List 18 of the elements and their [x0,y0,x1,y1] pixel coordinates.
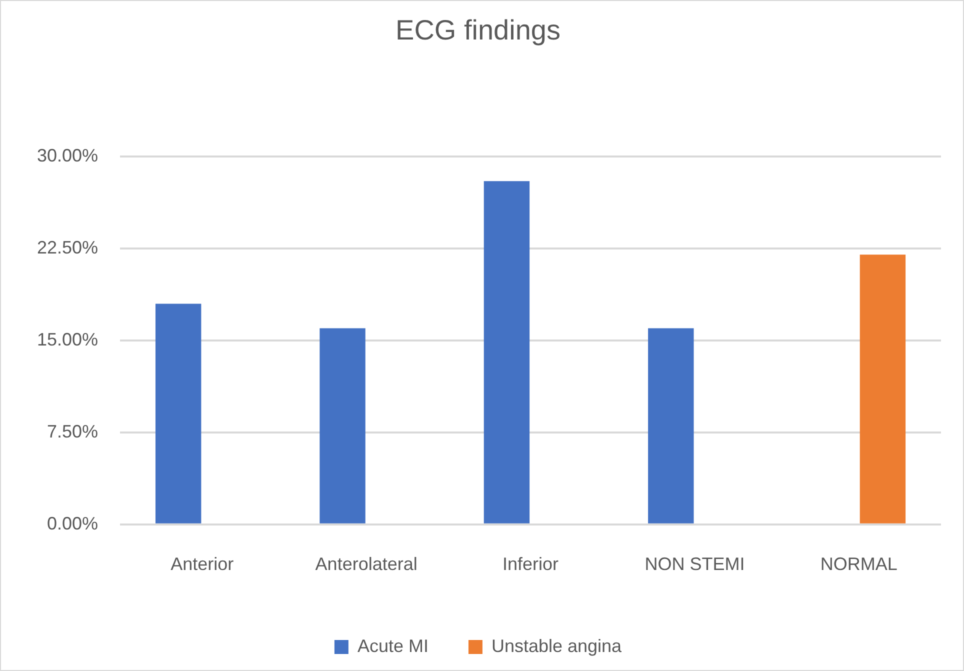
legend-label: Unstable angina [491,636,623,656]
x-tick-label: NORMAL [820,554,898,574]
bar [484,181,530,524]
x-tick-label: Inferior [502,554,559,574]
bar [860,254,906,524]
y-tick-label: 0.00% [47,513,98,534]
y-tick-label: 22.50% [36,238,98,258]
x-tick-label: Anterolateral [315,554,418,574]
chart-title: ECG findings [396,14,560,46]
y-tick-label: 7.50% [47,421,98,442]
y-tick-label: 30.00% [36,146,98,166]
y-tick-label: 15.00% [36,329,98,350]
bar [320,328,366,524]
bar [648,328,694,524]
bar [155,304,202,524]
x-tick-label: Anterior [170,554,234,574]
x-tick-label: NON STEMI [644,554,745,574]
legend-label: Acute MI [357,636,428,656]
